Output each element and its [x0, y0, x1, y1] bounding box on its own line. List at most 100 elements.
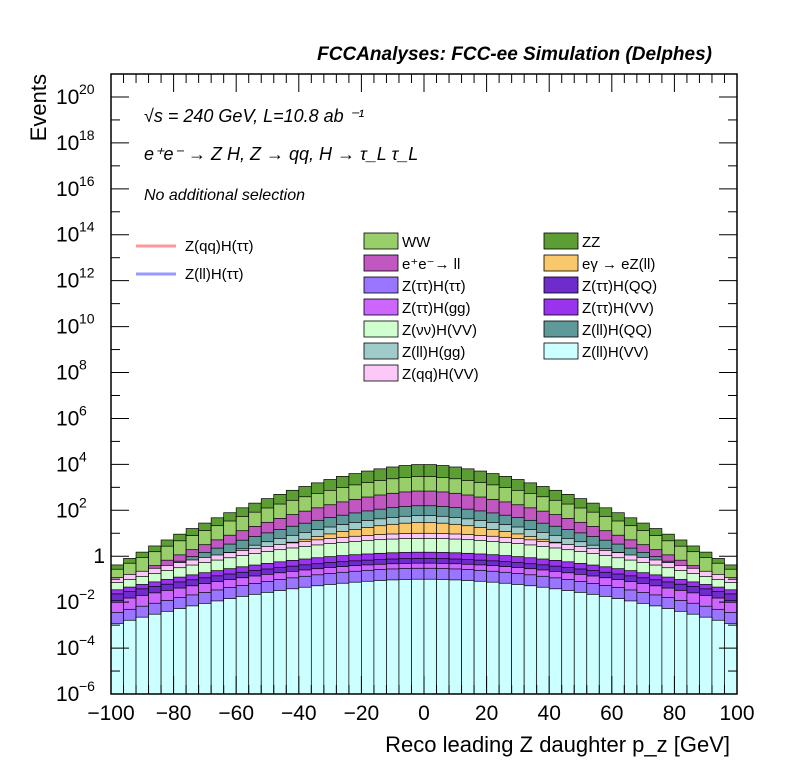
legend-label: e⁺e⁻→ ll [402, 256, 460, 273]
legend-swatch [543, 298, 579, 316]
legend-swatch [543, 342, 579, 360]
legend-label: Z(ττ)H(gg) [402, 300, 471, 317]
process-label: e⁺e⁻ → Z H, Z → qq, H → τ_L τ_L [144, 144, 418, 164]
x-tick-label: 80 [663, 702, 686, 725]
y-tick-exponent: 12 [79, 265, 95, 281]
legend-label: Z(qq)H(ττ) [185, 238, 254, 255]
y-tick-label: 10 [56, 132, 79, 155]
x-tick-label: −20 [344, 702, 380, 725]
y-tick-exponent: 10 [79, 311, 95, 327]
stack-bar [674, 610, 688, 695]
legend-label: ZZ [582, 234, 600, 251]
legend-swatch [363, 232, 399, 250]
stack-bar [423, 578, 437, 695]
legend-label: WW [402, 234, 431, 251]
stack-bar [160, 610, 174, 695]
stack-bar [336, 582, 350, 695]
stack-bar [486, 581, 500, 695]
legend-label: Z(qq)H(VV) [402, 366, 479, 383]
stack-bar [223, 598, 237, 695]
y-tick-label: 10 [56, 178, 79, 201]
legend-label: Z(νν)H(VV) [402, 322, 477, 339]
legend: Z(qq)H(ττ) Z(ll)H(ττ) WW e⁺e⁻→ ll Z(ττ)H(ττ)… [136, 232, 657, 383]
x-tick-label: −80 [156, 702, 192, 725]
energy-luminosity-label: √s = 240 GeV, L=10.8 ab ⁻¹ [144, 106, 364, 126]
legend-label: Z(ll)H(gg) [402, 344, 465, 361]
y-tick-label: 10 [56, 637, 79, 660]
stack-bar [561, 590, 575, 695]
y-tick-exponent: 6 [79, 402, 87, 418]
legend-swatch [543, 276, 579, 294]
legend-label: Z(ττ)H(VV) [582, 300, 654, 317]
chart-title: FCCAnalyses: FCC-ee Simulation (Delphes) [317, 44, 712, 65]
y-tick-exponent: −4 [79, 632, 95, 648]
y-tick-label: 10 [56, 224, 79, 247]
stack-bar [135, 616, 149, 695]
legend-swatch [363, 320, 399, 338]
y-tick-exponent: −2 [79, 586, 95, 602]
y-axis-title: Events [26, 74, 51, 141]
legend-label: Z(ll)H(ττ) [185, 266, 244, 283]
stack-bar [511, 584, 525, 695]
stack-bar [411, 578, 425, 695]
stack-bar [198, 602, 212, 695]
stack-bar [523, 585, 538, 695]
y-tick-label: 10 [56, 362, 79, 385]
x-axis-title: Reco leading Z daughter p_z [GeV] [385, 732, 730, 757]
stack-bar [148, 613, 162, 695]
y-tick-label: 10 [56, 499, 79, 522]
x-tick-label: 60 [600, 702, 623, 725]
y-tick-label: 1 [93, 545, 105, 568]
legend-swatch [543, 254, 579, 272]
x-tick-label: 0 [418, 702, 430, 725]
stack-bar [636, 602, 650, 695]
x-tick-label: 20 [475, 702, 498, 725]
legend-swatch [363, 298, 399, 316]
legend-swatch [363, 276, 399, 294]
x-tick-label: −100 [87, 702, 134, 725]
legend-label: eγ → eZ(ll) [582, 256, 655, 273]
stack-bar [436, 579, 450, 695]
y-tick-exponent: 2 [79, 494, 87, 510]
y-tick-label: 10 [56, 86, 79, 109]
y-tick-exponent: 14 [79, 219, 95, 235]
x-tick-label: 40 [538, 702, 561, 725]
stack-bar [699, 616, 713, 695]
x-tick-label: 100 [719, 702, 754, 725]
stack-bar [235, 596, 250, 695]
x-tick-label: −40 [281, 702, 317, 725]
stack-bar [498, 582, 512, 695]
stack-bar [361, 580, 375, 695]
stack-bar [260, 592, 275, 695]
legend-label: Z(ττ)H(QQ) [582, 278, 657, 295]
stack-bar [573, 592, 588, 695]
stack-bar [285, 588, 300, 695]
stack-bar [323, 584, 337, 695]
stack-bar [611, 598, 625, 695]
stack-bar [686, 613, 700, 695]
legend-swatch [543, 232, 579, 250]
stack-bar [724, 623, 738, 695]
stack-bar [273, 590, 287, 695]
y-tick-exponent: 4 [79, 448, 87, 464]
stack-bar [711, 619, 725, 695]
x-tick-label: −60 [218, 702, 254, 725]
y-tick-label: 10 [56, 591, 79, 614]
y-tick-label: 10 [56, 407, 79, 430]
stack-bar [586, 593, 600, 695]
legend-swatch [543, 320, 579, 338]
stack-bar [548, 588, 563, 695]
legend-swatch [363, 254, 399, 272]
y-tick-label: 10 [56, 270, 79, 293]
stack-bar [386, 579, 400, 695]
selection-label: No additional selection [144, 187, 305, 204]
y-tick-exponent: 8 [79, 357, 87, 373]
axis-ticks: −100 −80 −60 −40 −20 0 20 40 60 80 10010−610−410−2… [56, 73, 755, 725]
stack-bar [536, 586, 550, 695]
stack-bar [623, 600, 638, 695]
stack-bar [461, 580, 475, 695]
legend-label: Z(ll)H(VV) [582, 344, 649, 361]
y-tick-label: 10 [56, 453, 79, 476]
y-tick-label: 10 [56, 316, 79, 339]
